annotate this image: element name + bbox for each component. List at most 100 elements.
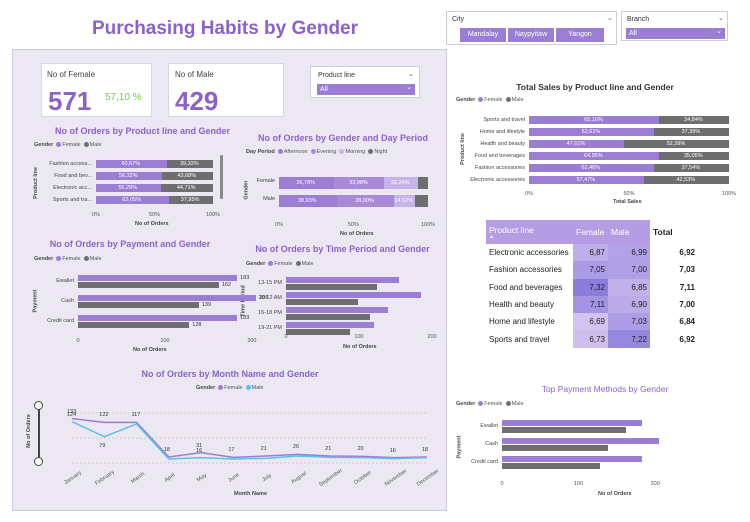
- data-label: 20: [357, 446, 364, 453]
- data-label: 47,61%: [566, 140, 586, 147]
- data-label: 205: [259, 295, 269, 301]
- bar-segment: 42,53%: [643, 176, 729, 184]
- bar-segment: 56,32%: [96, 172, 162, 180]
- bar-segment: 34,84%: [659, 116, 729, 124]
- tick-label: 100: [160, 338, 170, 344]
- legend-title: Day Period: [246, 149, 275, 155]
- data-label: 17: [228, 447, 235, 454]
- chevron-down-icon[interactable]: ⌄: [607, 15, 613, 22]
- table-row[interactable]: Fashion accessories 7,05 7,00 7,03: [486, 261, 698, 279]
- scrollbar[interactable]: [220, 155, 223, 199]
- column-header[interactable]: Product line ▲: [486, 220, 573, 244]
- data-label: 56,32%: [118, 172, 138, 179]
- branch-dropdown[interactable]: All ⌄: [626, 28, 725, 39]
- bar: [286, 322, 374, 328]
- city-slicer[interactable]: City ⌄ Mandalay Naypyitaw Yangon: [446, 11, 617, 45]
- category-label: Cash: [485, 441, 498, 447]
- category-label: Credit card: [471, 459, 498, 465]
- morning-dot: [339, 149, 345, 155]
- city-option-yangon[interactable]: Yangon: [556, 28, 604, 42]
- night-dot: [368, 149, 374, 155]
- data-label: 37,54%: [681, 164, 701, 171]
- chart-legend: Gender Female Male: [456, 97, 524, 103]
- legend-night: Night: [374, 149, 388, 155]
- data-label: 39,33%: [179, 160, 199, 167]
- afternoon-dot: [277, 149, 283, 155]
- kpi-female-card: No of Female 571 57,10 %: [41, 63, 152, 117]
- bar: [502, 463, 601, 469]
- bar-segment: 62,46%: [529, 164, 654, 172]
- data-label: 21: [260, 446, 267, 452]
- legend-female: Female: [484, 401, 503, 407]
- city-option-mandalay[interactable]: Mandalay: [460, 28, 506, 42]
- chevron-down-icon: ⌄: [716, 28, 722, 35]
- table-cell: Sports and travel: [489, 334, 550, 344]
- table-row[interactable]: Electronic accessories 6,87 6,99 6,92: [486, 244, 698, 262]
- tick-label: 50%: [623, 191, 635, 197]
- x-axis-label: No of Orders: [133, 347, 167, 353]
- column-header[interactable]: Total: [650, 220, 698, 244]
- productline-dropdown[interactable]: All ⌄: [317, 84, 415, 95]
- productline-slicer[interactable]: Product line ⌄ All ⌄: [310, 66, 420, 98]
- tick-label: 0: [500, 481, 504, 487]
- chart-title: Total Sales by Product line and Gender: [516, 82, 674, 92]
- evening-dot: [310, 149, 316, 155]
- category-label: Fashion access...: [49, 161, 92, 167]
- legend-title: Gender: [34, 256, 54, 262]
- tick-label: 100%: [420, 222, 436, 228]
- table-cell: 7,00: [650, 295, 698, 314]
- bar-segment: 39,33%: [166, 160, 213, 168]
- x-axis-label: Total Sales: [613, 199, 642, 205]
- female-dot: [478, 97, 484, 103]
- table-cell: 6,99: [608, 244, 650, 262]
- sort-icon[interactable]: ▲: [489, 233, 494, 240]
- table-cell: Fashion accessories: [489, 265, 562, 275]
- legend-male: Male: [89, 142, 102, 148]
- chart-legend: Gender Female Male: [34, 256, 102, 262]
- bar-segment: 37,39%: [654, 128, 729, 136]
- column-header[interactable]: Female: [573, 220, 608, 244]
- category-label: Credit card: [47, 318, 74, 324]
- x-axis-label: Month Name: [234, 491, 267, 497]
- data-label: 133: [67, 408, 77, 415]
- bar-segment: 37,95%: [168, 196, 213, 204]
- chevron-down-icon[interactable]: ⌄: [408, 71, 414, 78]
- table-row[interactable]: Health and beauty 7,11 6,90 7,00: [486, 295, 698, 314]
- table-row[interactable]: Food and beverages 7,32 6,85 7,11: [486, 278, 698, 296]
- legend-title: Gender: [246, 261, 266, 267]
- data-label: 44,71%: [176, 184, 196, 191]
- table-row[interactable]: Sports and travel 6,73 7,22 6,92: [486, 330, 698, 348]
- tick-label: 100: [574, 481, 584, 487]
- range-slider[interactable]: [38, 405, 40, 461]
- data-label: 117: [131, 412, 141, 419]
- chevron-down-icon[interactable]: ⌄: [718, 15, 724, 22]
- category-label: Cash: [61, 298, 74, 304]
- data-label: 79: [99, 442, 106, 449]
- category-label: Home and lifestyle: [479, 129, 525, 135]
- kpi-male-label: No of Male: [175, 70, 214, 79]
- data-label: 37,95%: [180, 196, 200, 203]
- table-row[interactable]: Home and lifestyle 6,69 7,03 6,84: [486, 313, 698, 331]
- legend-male: Male: [89, 256, 102, 262]
- female-dot: [218, 385, 224, 391]
- bar-segment: 64,95%: [529, 152, 659, 160]
- tick-label: 200: [427, 334, 437, 340]
- legend-afternoon: Afternoon: [283, 149, 308, 155]
- table-cell: 6,92: [650, 244, 698, 262]
- range-slider-handle-bottom[interactable]: [34, 457, 43, 466]
- table-cell: 6,73: [573, 330, 608, 348]
- bar-segment: 35,05%: [658, 152, 729, 160]
- tick-label: 200: [650, 481, 660, 487]
- range-slider-handle-top[interactable]: [34, 401, 43, 410]
- bar-segment: 65,16%: [529, 116, 660, 124]
- data-label: 57,47%: [576, 176, 596, 183]
- column-header[interactable]: Male: [608, 220, 650, 244]
- bar-segment: 37,54%: [653, 164, 729, 172]
- branch-slicer[interactable]: Branch ⌄ All ⌄: [621, 11, 728, 41]
- productline-slicer-label: Product line: [318, 72, 355, 79]
- table-cell: 6,85: [608, 278, 650, 296]
- bar-segment: 14,62%: [393, 195, 416, 207]
- data-label: 35,05%: [683, 152, 703, 159]
- table-cell: Food and beverages: [489, 282, 563, 292]
- city-option-naypyitaw[interactable]: Naypyitaw: [508, 28, 554, 42]
